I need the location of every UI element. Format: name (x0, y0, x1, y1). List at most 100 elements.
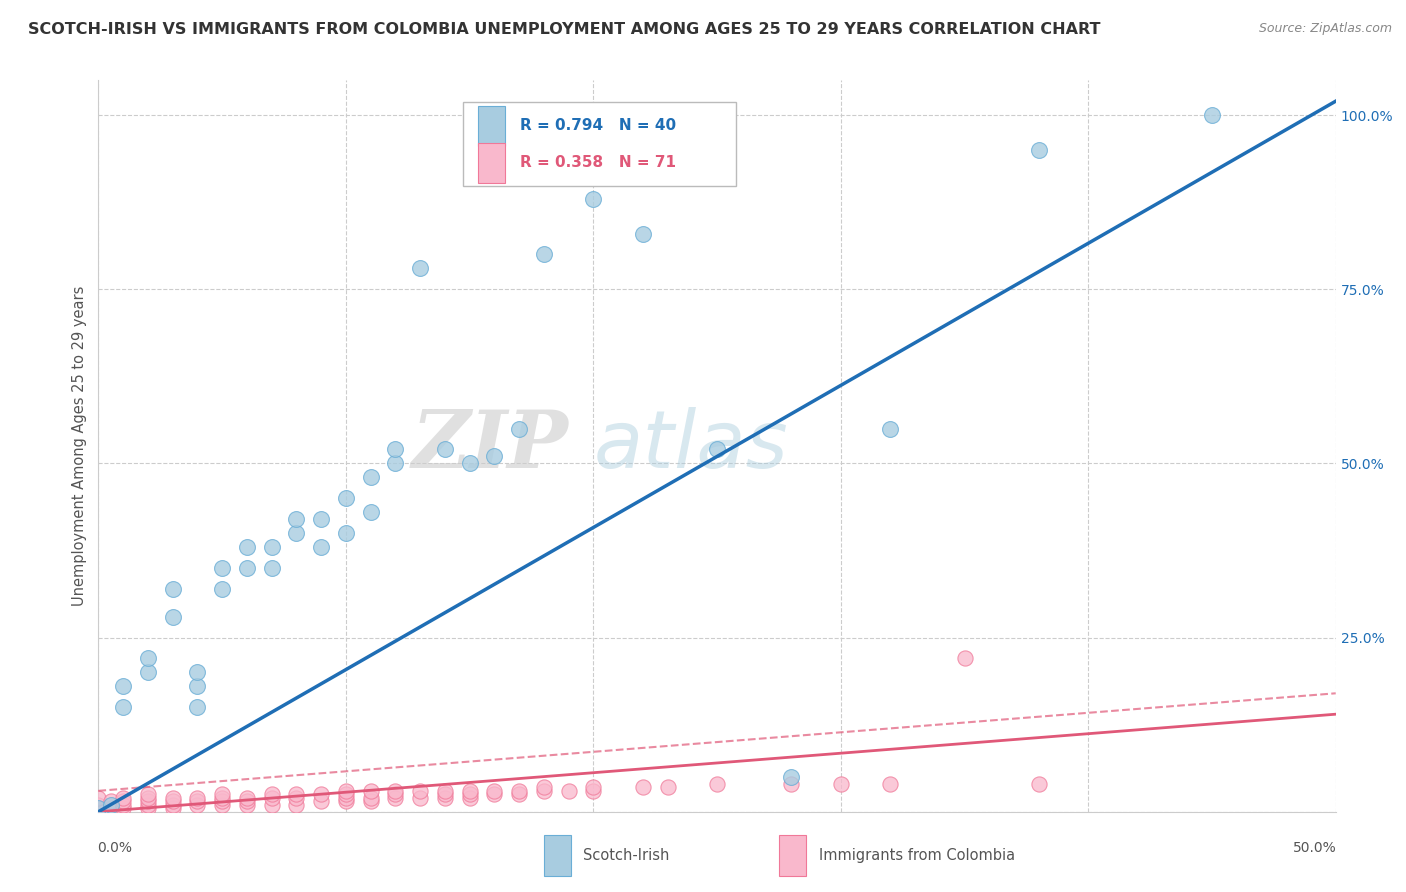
Point (360, 470, 382, 484)
Text: R = 0.794   N = 40: R = 0.794 N = 40 (520, 119, 676, 133)
Point (335, 491, 357, 506)
Point (100, 794, 122, 808)
Point (285, 790, 308, 805)
Point (186, 665, 208, 680)
Point (285, 787, 308, 801)
Point (211, 787, 233, 801)
Point (458, 457, 481, 471)
Point (706, 777, 728, 791)
Point (657, 780, 679, 795)
Point (309, 794, 332, 808)
Point (236, 540, 259, 554)
Point (1028, 777, 1050, 791)
Point (433, 787, 456, 801)
Point (309, 540, 332, 554)
Point (484, 450, 506, 464)
Point (384, 790, 406, 805)
Point (384, 442, 406, 457)
Point (186, 700, 208, 714)
Point (533, 247, 555, 261)
Text: atlas: atlas (593, 407, 789, 485)
Point (112, 794, 135, 808)
Point (1201, 108, 1223, 122)
Point (780, 770, 803, 784)
Point (631, 227, 654, 241)
Bar (779, 836, 806, 876)
Point (458, 784, 481, 798)
Point (236, 561, 259, 575)
Point (508, 784, 530, 798)
Point (186, 794, 208, 808)
Point (260, 787, 283, 801)
Point (136, 651, 159, 665)
Point (162, 790, 184, 805)
Point (100, 801, 122, 815)
Point (136, 797, 159, 812)
Point (260, 797, 283, 812)
Point (508, 421, 530, 435)
Point (582, 784, 605, 798)
Point (112, 790, 135, 805)
Point (87, 801, 110, 815)
Point (360, 790, 382, 805)
Point (409, 261, 432, 276)
Point (260, 790, 283, 805)
Bar (478, 143, 506, 183)
Point (533, 784, 555, 798)
Point (384, 784, 406, 798)
Point (335, 526, 357, 541)
Point (360, 784, 382, 798)
Point (309, 512, 332, 526)
Point (112, 700, 135, 714)
Point (211, 561, 233, 575)
Point (484, 784, 506, 798)
Point (830, 777, 852, 791)
Point (162, 794, 184, 808)
Point (211, 790, 233, 805)
Point (136, 665, 159, 680)
Text: Scotch-Irish: Scotch-Irish (583, 848, 669, 863)
Point (87, 801, 110, 815)
Point (211, 797, 233, 812)
Point (309, 787, 332, 801)
Point (162, 801, 184, 815)
Point (360, 794, 382, 808)
Text: 0.0%: 0.0% (97, 841, 132, 855)
Point (706, 442, 728, 457)
Text: 50.0%: 50.0% (1294, 841, 1337, 855)
Y-axis label: Unemployment Among Ages 25 to 29 years: Unemployment Among Ages 25 to 29 years (72, 285, 87, 607)
Bar (464, 103, 735, 186)
Point (780, 777, 803, 791)
Point (879, 421, 901, 435)
Point (87, 797, 110, 812)
Point (433, 784, 456, 798)
Bar (478, 105, 506, 146)
Point (384, 787, 406, 801)
Point (285, 797, 308, 812)
Point (211, 794, 233, 808)
Point (879, 777, 901, 791)
Point (186, 790, 208, 805)
Point (508, 787, 530, 801)
Text: R = 0.358   N = 71: R = 0.358 N = 71 (520, 155, 676, 170)
Point (433, 790, 456, 805)
Point (433, 442, 456, 457)
Point (335, 784, 357, 798)
Point (100, 797, 122, 812)
Point (211, 582, 233, 596)
Point (236, 794, 259, 808)
Point (162, 797, 184, 812)
Point (186, 797, 208, 812)
Point (136, 787, 159, 801)
Text: SCOTCH-IRISH VS IMMIGRANTS FROM COLOMBIA UNEMPLOYMENT AMONG AGES 25 TO 29 YEARS : SCOTCH-IRISH VS IMMIGRANTS FROM COLOMBIA… (28, 22, 1101, 37)
Point (136, 790, 159, 805)
Point (409, 790, 432, 805)
Point (384, 457, 406, 471)
Point (260, 561, 283, 575)
Point (458, 787, 481, 801)
Point (1028, 143, 1050, 157)
Point (953, 651, 976, 665)
Point (335, 794, 357, 808)
Point (360, 505, 382, 519)
Point (162, 582, 184, 596)
